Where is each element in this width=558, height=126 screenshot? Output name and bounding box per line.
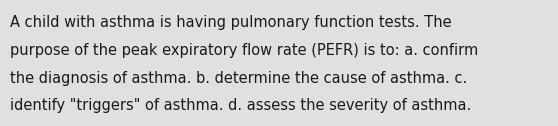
Text: purpose of the peak expiratory flow rate (PEFR) is to: a. confirm: purpose of the peak expiratory flow rate… [10, 43, 478, 58]
Text: A child with asthma is having pulmonary function tests. The: A child with asthma is having pulmonary … [10, 15, 451, 30]
Text: the diagnosis of asthma. b. determine the cause of asthma. c.: the diagnosis of asthma. b. determine th… [10, 71, 467, 86]
Text: identify "triggers" of asthma. d. assess the severity of asthma.: identify "triggers" of asthma. d. assess… [10, 98, 472, 113]
